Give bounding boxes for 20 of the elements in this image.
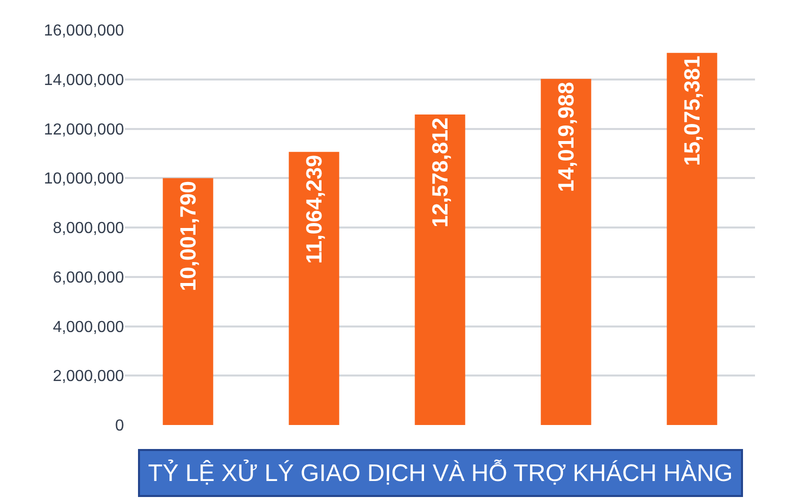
bar [414, 114, 466, 425]
data-label: 12,578,812 [428, 117, 452, 228]
data-label: 10,001,790 [176, 181, 200, 292]
y-tick-label: 14,000,000 [44, 72, 124, 89]
bar [288, 152, 340, 425]
y-tick-label: 4,000,000 [52, 318, 124, 336]
text: TỶ LỆ XỬ LÝ GIAO DỊCH VÀ HỖ TRỢ KHÁCH HÀNG [148, 459, 733, 487]
data-label: 15,075,381 [680, 56, 704, 166]
y-tick-label: 8,000,000 [52, 220, 124, 238]
y-tick-label: 12,000,000 [44, 121, 124, 138]
y-tick-label: 6,000,000 [52, 269, 124, 286]
bar [162, 178, 214, 425]
bar [666, 52, 718, 425]
y-tick-label: 0 [115, 418, 124, 435]
data-label: 14,019,988 [554, 82, 578, 192]
y-tick-label: 2,000,000 [52, 368, 124, 386]
y-tick-label: 10,000,000 [44, 170, 124, 188]
bar [540, 78, 592, 425]
y-tick-label: 16,000,000 [44, 22, 124, 40]
data-label: 11,064,239 [302, 154, 326, 264]
